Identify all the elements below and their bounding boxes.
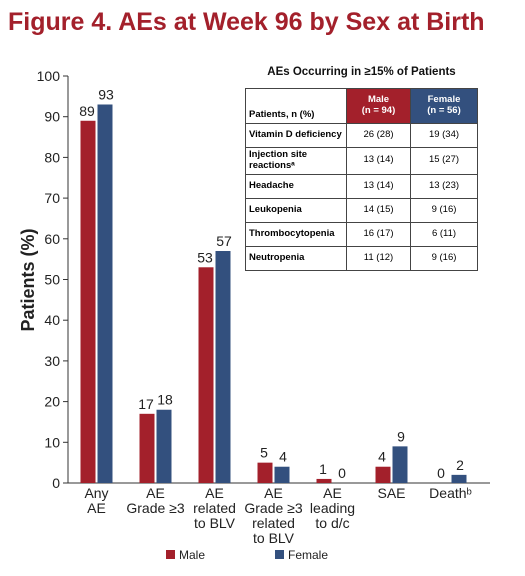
bar: [80, 120, 96, 484]
y-tick-label: 30: [44, 353, 60, 369]
data-label: 0: [338, 465, 346, 481]
x-tick-label: AE leading to d/c: [310, 485, 355, 531]
data-label: 93: [98, 86, 114, 102]
bar: [215, 251, 231, 483]
legend-swatch: [166, 550, 175, 559]
data-label: 17: [138, 396, 154, 412]
y-axis-label: Patients (%): [18, 228, 38, 331]
data-label: 89: [79, 103, 95, 119]
data-label: 53: [197, 249, 213, 265]
y-tick-label: 50: [44, 272, 60, 288]
x-tick-label: SAE: [377, 485, 405, 501]
table-cell: 9 (16): [410, 245, 478, 271]
table-cell: 15 (27): [410, 147, 478, 175]
table-cell: 11 (12): [346, 245, 411, 271]
x-tick-label: AE related to BLV: [193, 485, 236, 531]
data-label: 18: [157, 392, 173, 408]
y-tick-label: 10: [44, 434, 60, 450]
table-cell: Headache: [245, 173, 347, 199]
y-tick-label: 100: [37, 68, 61, 84]
data-label: 1: [319, 461, 327, 477]
table-row: Thrombocytopenia 16 (17) 6 (11): [245, 221, 478, 247]
bar: [375, 466, 391, 483]
data-label: 57: [216, 233, 232, 249]
data-label: 0: [437, 465, 445, 481]
table: Patients, n (%) Male (n = 94) Female (n …: [245, 88, 478, 271]
bar: [451, 474, 467, 483]
table-cell: Vitamin D deficiency: [245, 123, 347, 148]
bar: [392, 446, 408, 483]
table-cell: Injection site reactionsᵃ: [245, 147, 347, 175]
table-row: Headache 13 (14) 13 (23): [245, 173, 478, 199]
legend-swatch: [275, 550, 284, 559]
y-tick-label: 60: [44, 231, 60, 247]
table-row: Vitamin D deficiency 26 (28) 19 (34): [245, 123, 478, 148]
x-tick-label: AE Grade ≥3 related to BLV: [244, 485, 302, 546]
table-cell: 13 (14): [346, 173, 411, 199]
table-row: Injection site reactionsᵃ 13 (14) 15 (27): [245, 147, 478, 175]
x-tick-label: Deathᵇ: [429, 485, 472, 501]
y-tick-label: 40: [44, 312, 60, 328]
table-cell: 6 (11): [410, 221, 478, 247]
table-title: AEs Occurring in ≥15% of Patients: [267, 66, 456, 78]
x-tick-label: Any AE: [84, 485, 108, 516]
chart-title: Figure 4. AEs at Week 96 by Sex at Birth: [8, 8, 485, 36]
table-cell: 16 (17): [346, 221, 411, 247]
table-cell: 26 (28): [346, 123, 411, 148]
table-header: Patients, n (%) Male (n = 94) Female (n …: [245, 88, 478, 124]
table-cell: 13 (23): [410, 173, 478, 199]
table-cell: 13 (14): [346, 147, 411, 175]
y-tick-label: 0: [52, 475, 60, 491]
table-cell: 14 (15): [346, 197, 411, 223]
table-cell: Neutropenia: [245, 245, 347, 271]
table-row: Neutropenia 11 (12) 9 (16): [245, 245, 478, 271]
data-label: 9: [397, 428, 405, 444]
bar: [156, 409, 172, 483]
y-tick-label: 20: [44, 394, 60, 410]
table-cell: Leukopenia: [245, 197, 347, 223]
legend-label: Male: [179, 548, 205, 562]
y-tick-label: 80: [44, 149, 60, 165]
bar: [97, 104, 113, 484]
x-tick-label: AE Grade ≥3: [126, 485, 184, 516]
table-row: Leukopenia 14 (15) 9 (16): [245, 197, 478, 223]
data-label: 4: [378, 449, 386, 465]
table-cell: 19 (34): [410, 123, 478, 148]
bar: [139, 413, 155, 483]
bar: [257, 462, 273, 483]
data-label: 5: [260, 445, 268, 461]
bar: [274, 466, 290, 483]
table-cell: 9 (16): [410, 197, 478, 223]
bar: [198, 267, 214, 483]
legend-label: Female: [288, 548, 328, 562]
bar: [316, 478, 332, 483]
header-cell: Female (n = 56): [410, 88, 478, 124]
y-tick-label: 70: [44, 190, 60, 206]
data-label: 2: [456, 457, 464, 473]
header-cell: Patients, n (%): [245, 88, 347, 124]
table-cell: Thrombocytopenia: [245, 221, 347, 247]
data-label: 4: [279, 449, 287, 465]
header-cell: Male (n = 94): [346, 88, 411, 124]
y-tick-label: 90: [44, 109, 60, 125]
